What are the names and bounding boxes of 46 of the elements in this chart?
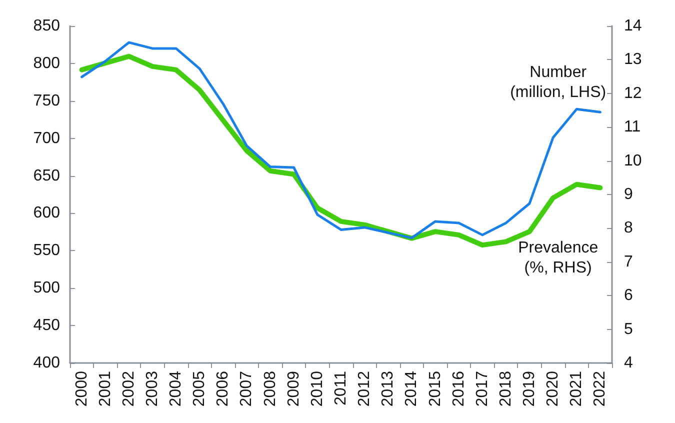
x-tick-label: 2001	[96, 370, 114, 407]
series-label: Prevalence (%, RHS)	[518, 239, 598, 276]
x-tick-label: 2014	[403, 370, 420, 407]
y-tick-label: 800	[33, 54, 60, 72]
y2-tick-label: 11	[624, 118, 641, 136]
x-tick-label: 2020	[544, 370, 562, 407]
x-tick-label: 2003	[144, 370, 161, 407]
y-tick-label: 550	[33, 242, 60, 260]
y-tick-label: 400	[33, 354, 60, 372]
x-tick-label: 2005	[191, 370, 208, 407]
x-tick-label: 2019	[521, 370, 538, 407]
x-tick-label: 2007	[238, 370, 256, 407]
x-tick-label: 2011	[332, 370, 350, 406]
y2-tick-label: 8	[624, 220, 633, 237]
x-tick-label: 2012	[356, 370, 374, 407]
x-tick-label: 2000	[73, 370, 90, 407]
x-tick-label: 2004	[168, 370, 185, 407]
y2-tick-label: 14	[624, 18, 642, 34]
y2-tick-label: 6	[624, 287, 633, 304]
y-tick-label: 450	[33, 317, 60, 334]
y2-tick-label: 9	[624, 186, 633, 203]
series-label: Number (million, LHS)	[510, 64, 606, 102]
y-tick-label: 650	[33, 167, 60, 184]
y2-tick-label: 7	[624, 253, 633, 270]
x-tick-label: 2015	[426, 370, 444, 407]
y2-tick-label: 12	[624, 84, 642, 102]
y2-tick-label: 5	[624, 320, 633, 338]
y-tick-label: 850	[33, 18, 60, 34]
x-tick-label: 2002	[120, 370, 138, 407]
x-tick-label: 2013	[380, 370, 397, 407]
x-tick-label: 2010	[308, 370, 326, 407]
x-tick-label: 2021	[568, 370, 586, 407]
x-tick-label: 2018	[497, 370, 514, 407]
y2-tick-label: 13	[624, 51, 642, 68]
x-tick-label: 2016	[450, 370, 468, 407]
y-tick-label: 750	[33, 92, 60, 110]
y2-tick-label: 4	[624, 354, 633, 372]
x-tick-label: 2017	[474, 370, 491, 407]
x-tick-label: 2022	[592, 370, 609, 407]
x-tick-label: 2009	[285, 370, 302, 407]
y2-tick-label: 10	[624, 152, 642, 170]
x-tick-label: 2008	[262, 370, 279, 407]
y-tick-label: 500	[33, 280, 60, 297]
y-tick-label: 700	[33, 130, 60, 147]
y-tick-label: 600	[33, 204, 60, 222]
x-tick-label: 2006	[214, 370, 232, 407]
